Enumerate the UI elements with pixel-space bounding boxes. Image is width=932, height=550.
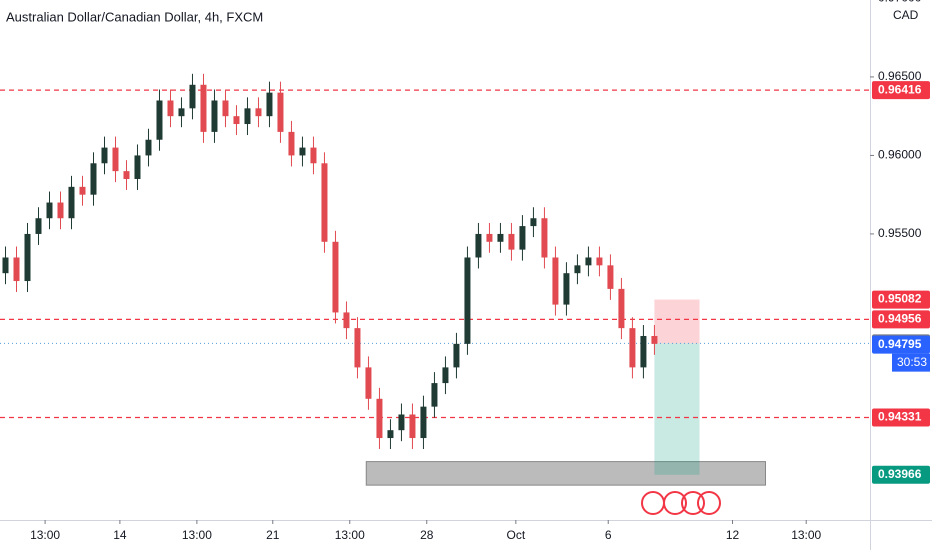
indicator-icons bbox=[641, 491, 721, 515]
candle-body bbox=[453, 343, 460, 368]
x-tick-label: 13:00 bbox=[335, 528, 365, 542]
candle-body bbox=[277, 92, 284, 132]
candle-body bbox=[552, 257, 559, 305]
candle-body bbox=[189, 84, 196, 109]
candle-body bbox=[90, 163, 97, 195]
candle-body bbox=[145, 139, 152, 156]
candle-body bbox=[299, 147, 306, 156]
candle-body bbox=[101, 147, 108, 164]
candle-body bbox=[2, 257, 9, 274]
stop-label-box bbox=[872, 290, 930, 309]
level-label: 0.94956 bbox=[878, 312, 922, 326]
candle-body bbox=[222, 100, 229, 117]
candle-body bbox=[332, 241, 339, 313]
candle-body bbox=[563, 273, 570, 305]
candle-body bbox=[475, 233, 482, 258]
candle-body bbox=[387, 430, 394, 439]
x-tick-label: 14 bbox=[113, 528, 127, 542]
y-tick-label: 0.96500 bbox=[878, 69, 922, 83]
x-tick-label: 13:00 bbox=[791, 528, 821, 542]
candle-body bbox=[640, 335, 647, 368]
candle-body bbox=[343, 312, 350, 329]
x-tick-label: 6 bbox=[605, 528, 612, 542]
x-tick-label: 28 bbox=[420, 528, 434, 542]
y-tick-label: 0.96000 bbox=[878, 148, 922, 162]
candle-body bbox=[629, 328, 636, 368]
candle-body bbox=[596, 257, 603, 266]
y-tick-label: 0.97000 bbox=[878, 0, 922, 5]
candle-body bbox=[409, 414, 416, 439]
level-label-box bbox=[872, 310, 930, 329]
candle-body bbox=[585, 257, 592, 266]
candle-body bbox=[46, 202, 53, 219]
x-tick-label: Oct bbox=[507, 528, 526, 542]
candle-body bbox=[420, 406, 427, 439]
candle-body bbox=[365, 367, 372, 399]
candle-body bbox=[442, 367, 449, 384]
candle-body bbox=[244, 108, 251, 125]
candle-body bbox=[13, 257, 20, 282]
candle-body bbox=[288, 131, 295, 156]
candle-body bbox=[112, 147, 119, 172]
candle-body bbox=[354, 328, 361, 368]
candle-body bbox=[541, 218, 548, 258]
stop-zone bbox=[654, 299, 700, 344]
candle-body bbox=[574, 265, 581, 274]
x-tick-label: 13:00 bbox=[30, 528, 60, 542]
chart-title: Australian Dollar/Canadian Dollar, 4h, F… bbox=[6, 9, 263, 24]
target-zone bbox=[654, 343, 700, 475]
candle-body bbox=[431, 383, 438, 407]
candle-body bbox=[508, 233, 515, 250]
candle-body bbox=[497, 233, 504, 242]
currency-label: CAD bbox=[893, 8, 919, 22]
candle-body bbox=[255, 108, 262, 117]
stop-label: 0.95082 bbox=[878, 292, 922, 306]
candle-body bbox=[79, 186, 86, 195]
candle-body bbox=[156, 100, 163, 140]
bid-price-label: 0.94795 bbox=[878, 337, 922, 351]
target-label-box bbox=[872, 465, 930, 484]
y-tick-label: 0.95500 bbox=[878, 226, 922, 240]
countdown: 30:53 bbox=[897, 355, 927, 369]
candle-body bbox=[464, 257, 471, 344]
level-label: 0.96416 bbox=[878, 82, 922, 96]
candle-body bbox=[321, 163, 328, 242]
bid-price-label-box bbox=[872, 335, 930, 354]
candle-body bbox=[530, 218, 537, 227]
candle-body bbox=[35, 218, 42, 234]
candle-body bbox=[211, 100, 218, 132]
candle-body bbox=[123, 171, 130, 179]
x-tick-label: 12 bbox=[726, 528, 740, 542]
candle-body bbox=[519, 226, 526, 250]
level-label-box bbox=[872, 408, 930, 427]
support-zone bbox=[365, 461, 767, 486]
target-label: 0.93966 bbox=[878, 467, 922, 481]
candle-body bbox=[310, 147, 317, 164]
candle-body bbox=[57, 202, 64, 219]
candle-body bbox=[607, 265, 614, 289]
level-label-box bbox=[872, 81, 930, 100]
candle-body bbox=[134, 155, 141, 179]
candle-body bbox=[24, 233, 31, 282]
candle-body bbox=[376, 398, 383, 439]
candle-body bbox=[233, 116, 240, 125]
level-label: 0.94331 bbox=[878, 410, 922, 424]
candle-body bbox=[200, 84, 207, 132]
candle-body bbox=[398, 414, 405, 431]
candle-body bbox=[486, 233, 493, 242]
x-tick-label: 13:00 bbox=[182, 528, 212, 542]
candle-body bbox=[651, 335, 658, 344]
countdown-box bbox=[892, 353, 930, 372]
candle-body bbox=[167, 100, 174, 117]
candle-body bbox=[178, 108, 185, 117]
candle-body bbox=[618, 288, 625, 329]
candle-body bbox=[266, 92, 273, 117]
x-tick-label: 21 bbox=[266, 528, 280, 542]
candle-body bbox=[68, 186, 75, 219]
